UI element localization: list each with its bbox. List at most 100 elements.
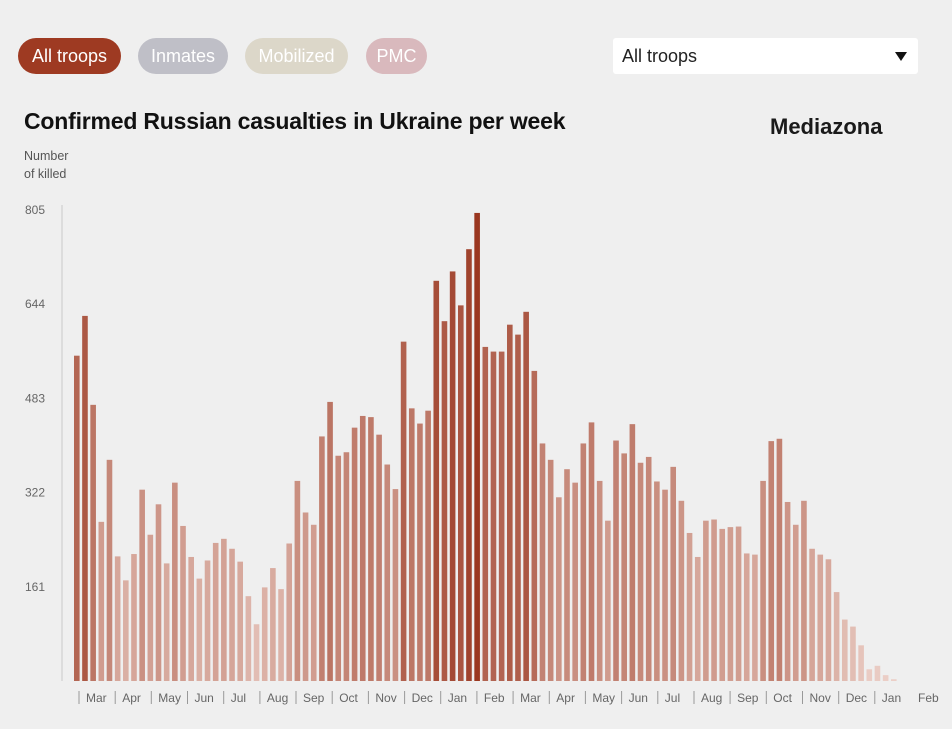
bar[interactable] bbox=[645, 456, 652, 681]
bar[interactable] bbox=[131, 554, 137, 681]
bar[interactable] bbox=[221, 538, 227, 681]
bar[interactable] bbox=[711, 519, 717, 681]
bar[interactable] bbox=[784, 501, 791, 681]
bar[interactable] bbox=[319, 436, 325, 681]
bar[interactable] bbox=[703, 520, 709, 681]
bar[interactable] bbox=[343, 452, 350, 681]
bar[interactable] bbox=[106, 459, 113, 681]
bar[interactable] bbox=[123, 580, 129, 681]
bar[interactable] bbox=[678, 500, 685, 681]
bar[interactable] bbox=[621, 453, 627, 681]
bar[interactable] bbox=[768, 441, 775, 681]
bar[interactable] bbox=[743, 553, 750, 681]
bar[interactable] bbox=[466, 249, 472, 681]
bar[interactable] bbox=[809, 548, 815, 681]
bar[interactable] bbox=[498, 351, 505, 681]
bar[interactable] bbox=[368, 417, 374, 681]
filter-inmates-button[interactable]: Inmates bbox=[138, 38, 228, 74]
bar[interactable] bbox=[596, 480, 603, 681]
bar[interactable] bbox=[286, 543, 293, 682]
bar[interactable] bbox=[776, 438, 783, 681]
bar[interactable] bbox=[270, 568, 276, 681]
bar[interactable] bbox=[294, 480, 301, 681]
bar[interactable] bbox=[882, 675, 889, 681]
bar[interactable] bbox=[310, 524, 317, 681]
bar[interactable] bbox=[670, 466, 677, 681]
filter-all-troops-button[interactable]: All troops bbox=[18, 38, 121, 74]
troop-type-dropdown[interactable]: All troops bbox=[613, 38, 918, 74]
bar[interactable] bbox=[564, 469, 570, 681]
bar[interactable] bbox=[180, 525, 186, 681]
bar[interactable] bbox=[408, 408, 415, 681]
bar[interactable] bbox=[351, 427, 358, 681]
bar[interactable] bbox=[841, 619, 848, 681]
bar[interactable] bbox=[694, 556, 701, 681]
bar[interactable] bbox=[457, 305, 464, 681]
bar[interactable] bbox=[515, 334, 521, 681]
bar[interactable] bbox=[359, 415, 366, 681]
caret-down-icon[interactable] bbox=[895, 52, 907, 61]
bar[interactable] bbox=[147, 534, 154, 681]
bar[interactable] bbox=[572, 482, 578, 681]
bar[interactable] bbox=[82, 315, 88, 681]
bar[interactable] bbox=[719, 528, 726, 681]
bar[interactable] bbox=[74, 355, 80, 681]
bar[interactable] bbox=[376, 434, 382, 681]
bar[interactable] bbox=[735, 526, 742, 681]
bar[interactable] bbox=[825, 559, 832, 681]
bar[interactable] bbox=[588, 422, 595, 681]
bar[interactable] bbox=[605, 520, 611, 681]
bar[interactable] bbox=[850, 626, 856, 681]
bar[interactable] bbox=[874, 665, 881, 681]
bar[interactable] bbox=[327, 401, 333, 681]
bar[interactable] bbox=[114, 556, 121, 681]
bar[interactable] bbox=[531, 370, 538, 681]
bar[interactable] bbox=[613, 440, 619, 681]
bar[interactable] bbox=[662, 489, 668, 681]
bar[interactable] bbox=[188, 556, 194, 681]
bar[interactable] bbox=[441, 321, 448, 681]
bar[interactable] bbox=[474, 212, 480, 681]
bar[interactable] bbox=[760, 480, 766, 681]
bar[interactable] bbox=[204, 560, 211, 681]
bar[interactable] bbox=[654, 481, 660, 681]
bar[interactable] bbox=[90, 404, 96, 681]
bar[interactable] bbox=[278, 589, 284, 681]
bar[interactable] bbox=[580, 443, 587, 681]
bar[interactable] bbox=[392, 489, 399, 681]
bar[interactable] bbox=[490, 351, 497, 681]
bar[interactable] bbox=[172, 482, 178, 681]
bar[interactable] bbox=[539, 443, 546, 681]
bar[interactable] bbox=[212, 542, 219, 681]
bar[interactable] bbox=[482, 346, 489, 681]
bar[interactable] bbox=[384, 464, 391, 681]
bar[interactable] bbox=[637, 462, 644, 681]
bar[interactable] bbox=[817, 554, 824, 681]
bar[interactable] bbox=[139, 489, 145, 681]
bar[interactable] bbox=[523, 311, 529, 681]
bar[interactable] bbox=[433, 280, 440, 681]
bar[interactable] bbox=[425, 410, 431, 681]
filter-mobilized-button[interactable]: Mobilized bbox=[245, 38, 348, 74]
bar[interactable] bbox=[253, 624, 260, 681]
bar[interactable] bbox=[196, 578, 203, 681]
bar[interactable] bbox=[237, 561, 243, 681]
bar[interactable] bbox=[229, 548, 235, 681]
bar[interactable] bbox=[866, 669, 873, 681]
bar[interactable] bbox=[686, 532, 693, 681]
bar[interactable] bbox=[163, 563, 170, 681]
bar[interactable] bbox=[507, 324, 513, 681]
bar[interactable] bbox=[858, 645, 864, 681]
bar[interactable] bbox=[302, 512, 309, 681]
bar[interactable] bbox=[801, 500, 807, 681]
bar[interactable] bbox=[629, 424, 636, 681]
bar[interactable] bbox=[547, 459, 554, 681]
bar[interactable] bbox=[792, 524, 799, 681]
bar[interactable] bbox=[556, 497, 562, 681]
bar[interactable] bbox=[891, 679, 897, 681]
bar[interactable] bbox=[833, 592, 840, 681]
bar[interactable] bbox=[417, 423, 423, 681]
bar[interactable] bbox=[449, 271, 456, 681]
bar[interactable] bbox=[245, 596, 252, 681]
bar[interactable] bbox=[727, 527, 734, 681]
